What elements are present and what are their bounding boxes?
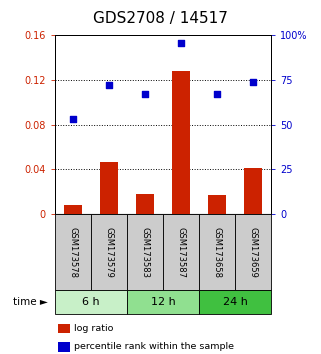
Point — [251, 79, 256, 85]
Point — [178, 40, 184, 45]
Text: GSM173583: GSM173583 — [140, 227, 149, 278]
Text: GSM173578: GSM173578 — [68, 227, 77, 278]
Text: GDS2708 / 14517: GDS2708 / 14517 — [93, 11, 228, 25]
Point — [106, 82, 111, 88]
Text: GSM173658: GSM173658 — [213, 227, 221, 278]
Bar — [136, 194, 154, 214]
Text: GSM173659: GSM173659 — [249, 227, 258, 278]
Text: GSM173587: GSM173587 — [177, 227, 186, 278]
Bar — [244, 169, 262, 214]
Text: 12 h: 12 h — [151, 297, 175, 307]
Text: GSM173579: GSM173579 — [104, 227, 113, 278]
Text: percentile rank within the sample: percentile rank within the sample — [74, 342, 234, 352]
Bar — [172, 71, 190, 214]
Text: 24 h: 24 h — [223, 297, 247, 307]
Point — [142, 92, 147, 97]
Point — [70, 116, 75, 122]
Bar — [208, 195, 226, 214]
Text: log ratio: log ratio — [74, 324, 114, 333]
Point — [214, 92, 220, 97]
Bar — [64, 205, 82, 214]
Text: time ►: time ► — [13, 297, 48, 307]
Text: 6 h: 6 h — [82, 297, 100, 307]
Bar — [100, 162, 118, 214]
